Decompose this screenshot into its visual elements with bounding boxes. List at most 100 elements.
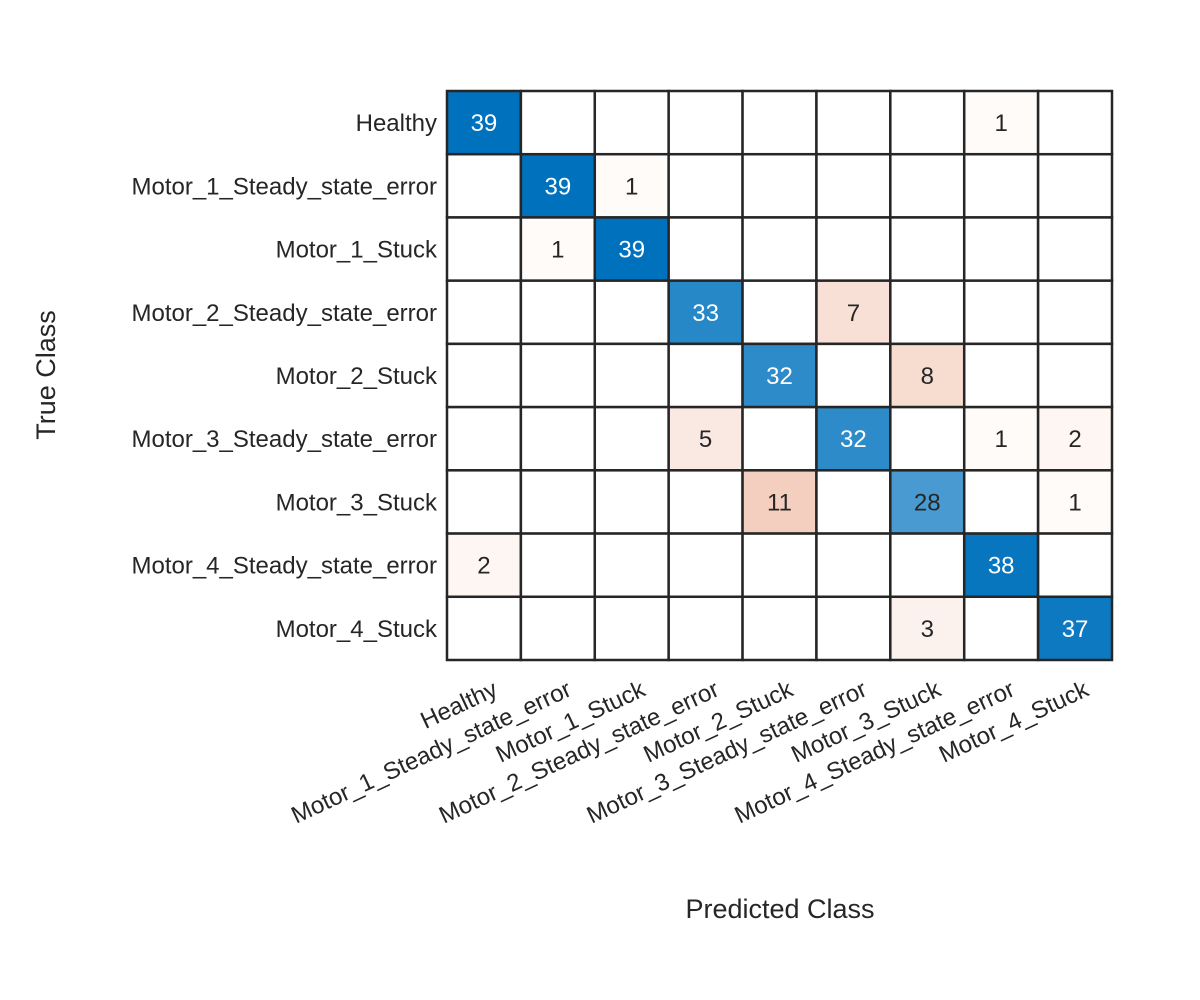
cell-value: 5 bbox=[699, 426, 712, 453]
matrix-cell bbox=[741, 89, 818, 156]
matrix-cell bbox=[889, 279, 966, 346]
matrix-cell bbox=[593, 595, 670, 662]
cell-value: 33 bbox=[692, 300, 719, 327]
matrix-cell bbox=[1036, 342, 1114, 409]
matrix-cell bbox=[445, 595, 523, 662]
matrix-cell bbox=[445, 279, 523, 346]
cell-value: 28 bbox=[914, 489, 941, 516]
x-tick-labels: HealthyMotor_1_Steady_state_errorMotor_1… bbox=[287, 675, 1093, 829]
cell-value: 38 bbox=[988, 553, 1015, 580]
cell-value: 7 bbox=[847, 300, 860, 327]
matrix-cell bbox=[1036, 532, 1114, 599]
matrix-cell bbox=[445, 405, 523, 472]
cell-value: 39 bbox=[471, 110, 498, 137]
matrix-cell bbox=[1036, 279, 1114, 346]
matrix-cell bbox=[445, 152, 523, 219]
matrix-cell bbox=[889, 595, 966, 662]
matrix-cell bbox=[593, 279, 670, 346]
y-tick-label: Motor_3_Stuck bbox=[276, 489, 438, 516]
matrix-cell bbox=[962, 469, 1040, 535]
matrix-cell bbox=[962, 595, 1040, 662]
cell-value: 1 bbox=[551, 237, 564, 264]
matrix-cell bbox=[815, 342, 892, 409]
matrix-cell bbox=[815, 279, 892, 346]
cell-value: 32 bbox=[766, 363, 793, 390]
matrix-cell bbox=[815, 89, 892, 156]
y-tick-label: Motor_2_Steady_state_error bbox=[131, 300, 437, 327]
matrix-cell bbox=[1036, 89, 1114, 156]
matrix-cell bbox=[593, 469, 670, 535]
matrix-cell bbox=[667, 89, 744, 156]
cell-value: 39 bbox=[618, 237, 645, 264]
cell-value: 3 bbox=[921, 616, 934, 643]
cell-value: 32 bbox=[840, 426, 867, 453]
matrix-cell bbox=[667, 152, 744, 219]
matrix-cell bbox=[889, 89, 966, 156]
matrix-cell bbox=[815, 405, 892, 472]
y-axis-label: True Class bbox=[31, 310, 61, 440]
cell-value: 2 bbox=[477, 553, 490, 580]
matrix-cell bbox=[815, 469, 892, 535]
y-tick-label: Healthy bbox=[356, 110, 437, 137]
matrix-cell bbox=[741, 405, 818, 472]
matrix-cell bbox=[593, 216, 670, 282]
x-axis-label: Predicted Class bbox=[685, 894, 874, 924]
matrix-cell bbox=[445, 469, 523, 535]
matrix-cell bbox=[1036, 405, 1114, 472]
matrix-cell bbox=[889, 152, 966, 219]
matrix-cell bbox=[667, 532, 744, 599]
matrix-cell bbox=[593, 405, 670, 472]
matrix-cell bbox=[889, 342, 966, 409]
matrix-cell bbox=[889, 469, 966, 535]
matrix-cell bbox=[593, 89, 670, 156]
matrix-cell bbox=[741, 279, 818, 346]
matrix-cell bbox=[1036, 216, 1114, 282]
matrix-cell bbox=[889, 216, 966, 282]
matrix-cell bbox=[445, 89, 523, 156]
matrix-cell bbox=[519, 469, 597, 535]
y-tick-label: Motor_1_Steady_state_error bbox=[131, 173, 437, 200]
matrix-cell bbox=[889, 405, 966, 472]
y-tick-labels: Healthy Motor_1_Steady_state_error Motor_1… bbox=[131, 110, 438, 643]
matrix-cell bbox=[889, 532, 966, 599]
cell-value: 1 bbox=[625, 173, 638, 200]
y-tick-label: Motor_4_Stuck bbox=[276, 616, 438, 643]
y-tick-label: Motor_4_Steady_state_error bbox=[131, 553, 437, 580]
matrix-cell bbox=[667, 469, 744, 535]
cell-value: 2 bbox=[1068, 426, 1081, 453]
matrix-cell bbox=[962, 532, 1040, 599]
cell-value: 8 bbox=[921, 363, 934, 390]
cell-value: 1 bbox=[994, 110, 1007, 137]
matrix-cell bbox=[519, 595, 597, 662]
matrix-cell bbox=[962, 216, 1040, 282]
matrix-cell bbox=[815, 595, 892, 662]
matrix-cell bbox=[667, 216, 744, 282]
matrix-cell bbox=[445, 342, 523, 409]
cell-value: 39 bbox=[544, 173, 571, 200]
y-tick-label: Motor_3_Steady_state_error bbox=[131, 426, 437, 453]
matrix-cell bbox=[962, 152, 1040, 219]
matrix-cell bbox=[815, 152, 892, 219]
y-tick-label: Motor_1_Stuck bbox=[276, 237, 438, 264]
matrix-cell bbox=[962, 279, 1040, 346]
matrix-cell bbox=[741, 532, 818, 599]
matrix-cell bbox=[519, 532, 597, 599]
matrix-cell bbox=[593, 342, 670, 409]
matrix-cell bbox=[815, 216, 892, 282]
matrix-cell bbox=[1036, 469, 1114, 535]
cell-value: 37 bbox=[1062, 616, 1089, 643]
cell-value: 1 bbox=[994, 426, 1007, 453]
matrix-cell bbox=[519, 405, 597, 472]
matrix-cell bbox=[962, 342, 1040, 409]
cell-value: 11 bbox=[767, 489, 792, 516]
matrix-cell bbox=[519, 89, 597, 156]
matrix-cell bbox=[593, 532, 670, 599]
matrix-cell bbox=[815, 532, 892, 599]
y-tick-label: Motor_2_Stuck bbox=[276, 363, 438, 390]
matrix-cell bbox=[519, 279, 597, 346]
matrix-cell bbox=[1036, 152, 1114, 219]
matrix-cell bbox=[741, 595, 818, 662]
matrix-cell bbox=[519, 342, 597, 409]
